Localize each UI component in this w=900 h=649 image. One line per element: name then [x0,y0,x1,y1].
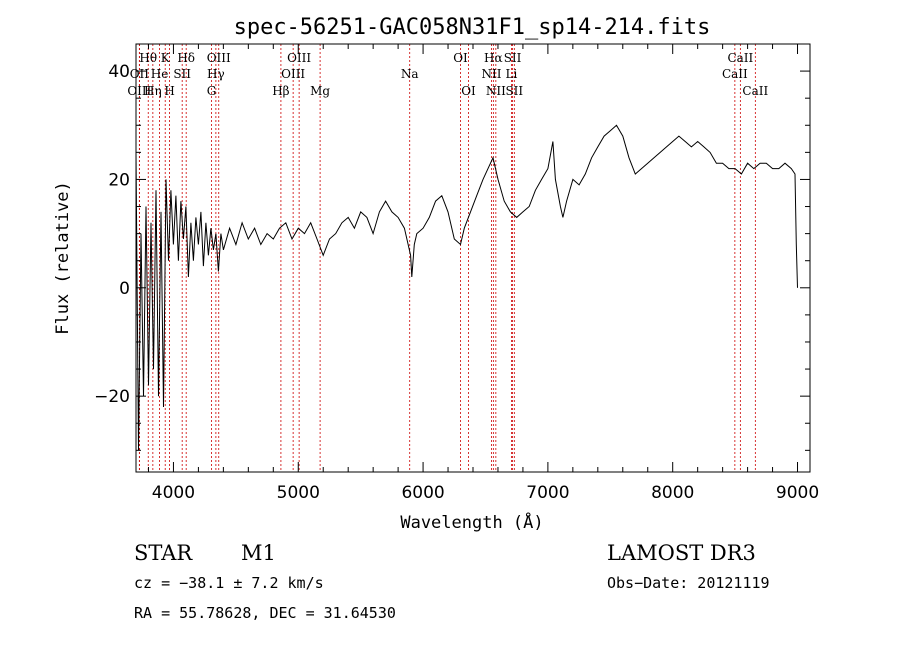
survey-name: LAMOST DR3 [607,541,756,565]
line-marker-label: Hγ [207,67,225,81]
chart-title: spec-56251-GAC058N31F1_sp14-214.fits [234,15,711,40]
line-marker-label: OI [461,84,476,98]
line-marker-label: CaII [727,51,753,65]
line-marker-label: SII [173,67,191,81]
line-marker-label: H [164,84,174,98]
y-tick-label: 0 [119,279,130,299]
x-tick-label: 4000 [152,483,195,503]
line-marker-label: OI [453,51,468,65]
line-marker-label: OII [130,67,150,81]
y-tick-label: 20 [108,170,130,190]
y-tick-label: −20 [94,387,130,407]
line-marker-label: K [161,51,171,65]
x-tick-label: 6000 [401,483,444,503]
line-marker-label: CaII [722,67,748,81]
line-marker-label: OIII [127,84,151,98]
line-marker-label: He [151,67,169,81]
x-axis-ticks: 4000 5000 6000 7000 8000 9000 [147,44,819,503]
line-marker-label: OIII [287,51,311,65]
line-marker-label: SII [504,51,522,65]
line-marker-label: Hη [144,84,162,98]
plot-frame [135,43,811,473]
x-tick-label: 7000 [526,483,569,503]
y-axis-label: Flux (relative) [53,181,73,335]
x-axis-label: Wavelength (Å) [400,511,543,533]
spectrum-line [135,124,798,451]
line-marker-label: NII [486,84,506,98]
coordinates: RA = 55.78628, DEC = 31.64530 [134,604,396,622]
line-marker-label: Na [401,67,419,81]
x-tick-label: 9000 [776,483,819,503]
y-axis-ticks: −20 0 20 40 [94,62,810,451]
x-tick-label: 5000 [277,483,320,503]
y-tick-label: 40 [108,62,130,82]
line-marker-label: G [207,84,217,98]
line-marker-lines [138,44,756,472]
x-tick-label: 8000 [651,483,694,503]
object-class: STAR [134,541,193,565]
line-marker-label: SII [505,84,523,98]
line-marker-label: CaII [742,84,768,98]
line-marker-label: Hδ [177,51,195,65]
line-marker-label: Hθ [139,51,157,65]
redshift-cz: cz = −38.1 ± 7.2 km/s [134,574,324,592]
line-marker-label: Mg [310,84,330,98]
line-marker-label: Li [506,67,518,81]
line-marker-label: OIII [281,67,305,81]
line-marker-label: Hα [484,51,503,65]
line-marker-labels: Hθ OII OIII K He Hη SII H Hδ OIII Hγ G Hβ OIII OIII Mg N… [127,51,768,98]
line-marker-label: Hβ [272,84,289,98]
line-marker-label: OIII [207,51,231,65]
obs-date: Obs−Date: 20121119 [607,574,770,592]
object-subclass: M1 [241,541,276,565]
line-marker-label: NII [481,67,501,81]
